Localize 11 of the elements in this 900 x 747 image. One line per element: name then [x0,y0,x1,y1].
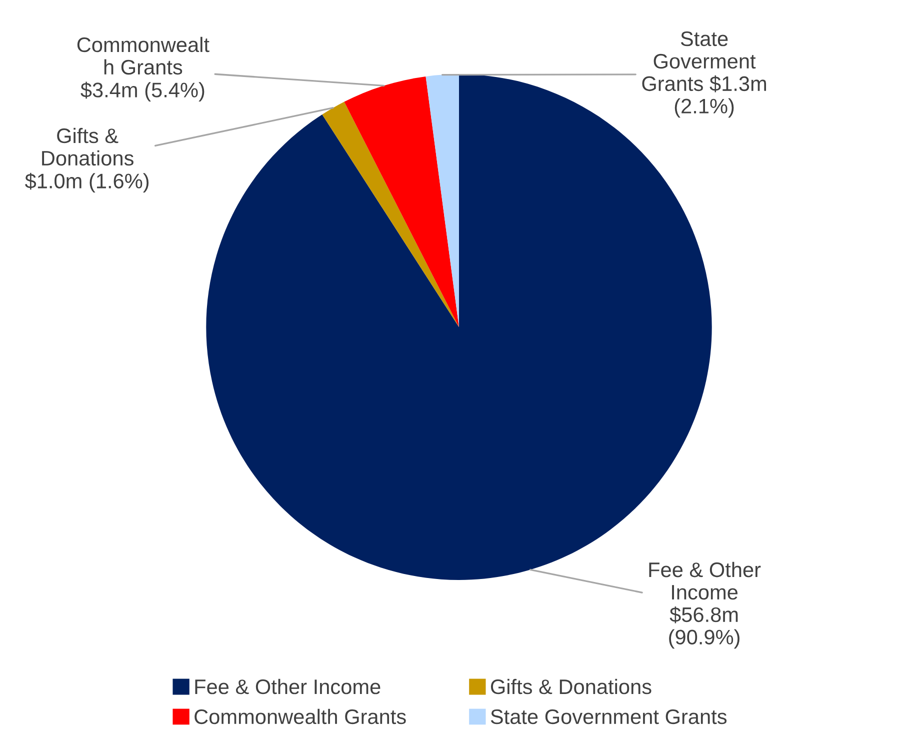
data-label: Commonwealt h Grants $3.4m (5.4%) [77,36,210,102]
legend-label: State Government Grants [490,709,727,724]
legend-label: Gifts & Donations [490,678,652,694]
data-label: Fee & Other Income $56.8m (90.9%) [649,562,761,649]
pie-slice [322,102,459,328]
pie-slice [344,76,459,328]
data-label: State Goverment Grants $1.3m (2.1%) [642,31,766,118]
legend-label: Fee & Other Income [195,678,380,694]
pie-slice [426,74,459,328]
data-label: Gifts & Donations $1.0m (1.6%) [25,128,149,193]
legend-label: Commonwealth Grants [194,708,406,724]
